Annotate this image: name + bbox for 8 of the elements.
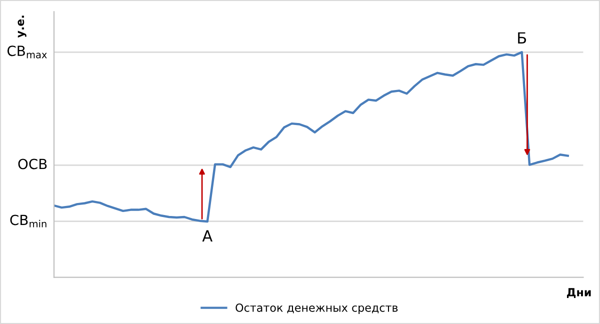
y-axis-title: у.е. — [18, 16, 26, 38]
annotation: А — [202, 230, 212, 242]
x-axis-title: Дни — [566, 288, 591, 298]
ref-line-label: ОСВ — [18, 158, 47, 170]
ref-line-label: СВ$_{max}$ — [7, 46, 47, 58]
ref-line-label: СВ$_{min}$ — [10, 214, 46, 228]
text: Б — [518, 32, 526, 44]
legend-label: Остаток денежных средств — [236, 303, 398, 314]
